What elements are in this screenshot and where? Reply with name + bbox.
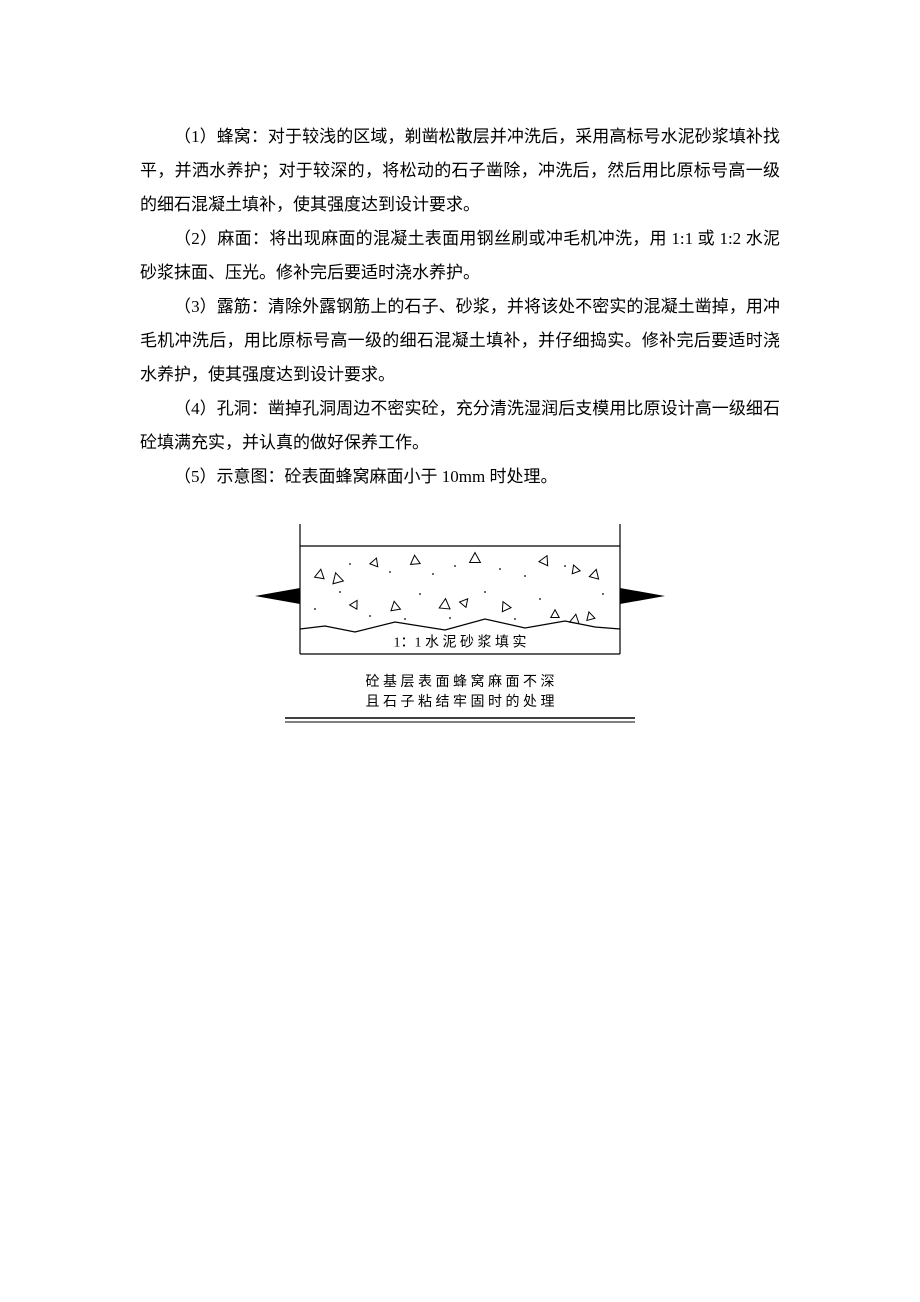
svg-text:砼 基 层 表 面 蜂 窝 麻 面 不 深: 砼 基 层 表 面 蜂 窝 麻 面 不 深	[366, 673, 555, 690]
svg-text:且 石 子 粘 结 牢 固 时 的 处 理: 且 石 子 粘 结 牢 固 时 的 处 理	[366, 694, 555, 710]
paragraph-3: （3）露筋：清除外露钢筋上的石子、砂浆，并将该处不密实的混凝土凿掉，用冲毛机冲洗…	[140, 290, 780, 392]
paragraph-5: （5）示意图：砼表面蜂窝麻面小于 10mm 时处理。	[140, 460, 780, 494]
diagram-container: 1：1 水 泥 砂 浆 填 实砼 基 层 表 面 蜂 窝 麻 面 不 深且 石 …	[140, 514, 780, 754]
paragraph-1: （1）蜂窝：对于较浅的区域，剃凿松散层并冲洗后，采用高标号水泥砂浆填补找平，并洒…	[140, 120, 780, 222]
document-page: （1）蜂窝：对于较浅的区域，剃凿松散层并冲洗后，采用高标号水泥砂浆填补找平，并洒…	[0, 0, 920, 814]
paragraph-4: （4）孔洞：凿掉孔洞周边不密实砼，充分清洗湿润后支模用比原设计高一级细石砼填满充…	[140, 392, 780, 460]
paragraph-2: （2）麻面：将出现麻面的混凝土表面用钢丝刷或冲毛机冲洗，用 1:1 或 1:2 …	[140, 222, 780, 290]
svg-text:1：1 水 泥 砂 浆 填 实: 1：1 水 泥 砂 浆 填 实	[394, 635, 527, 651]
section-diagram: 1：1 水 泥 砂 浆 填 实砼 基 层 表 面 蜂 窝 麻 面 不 深且 石 …	[245, 514, 675, 754]
